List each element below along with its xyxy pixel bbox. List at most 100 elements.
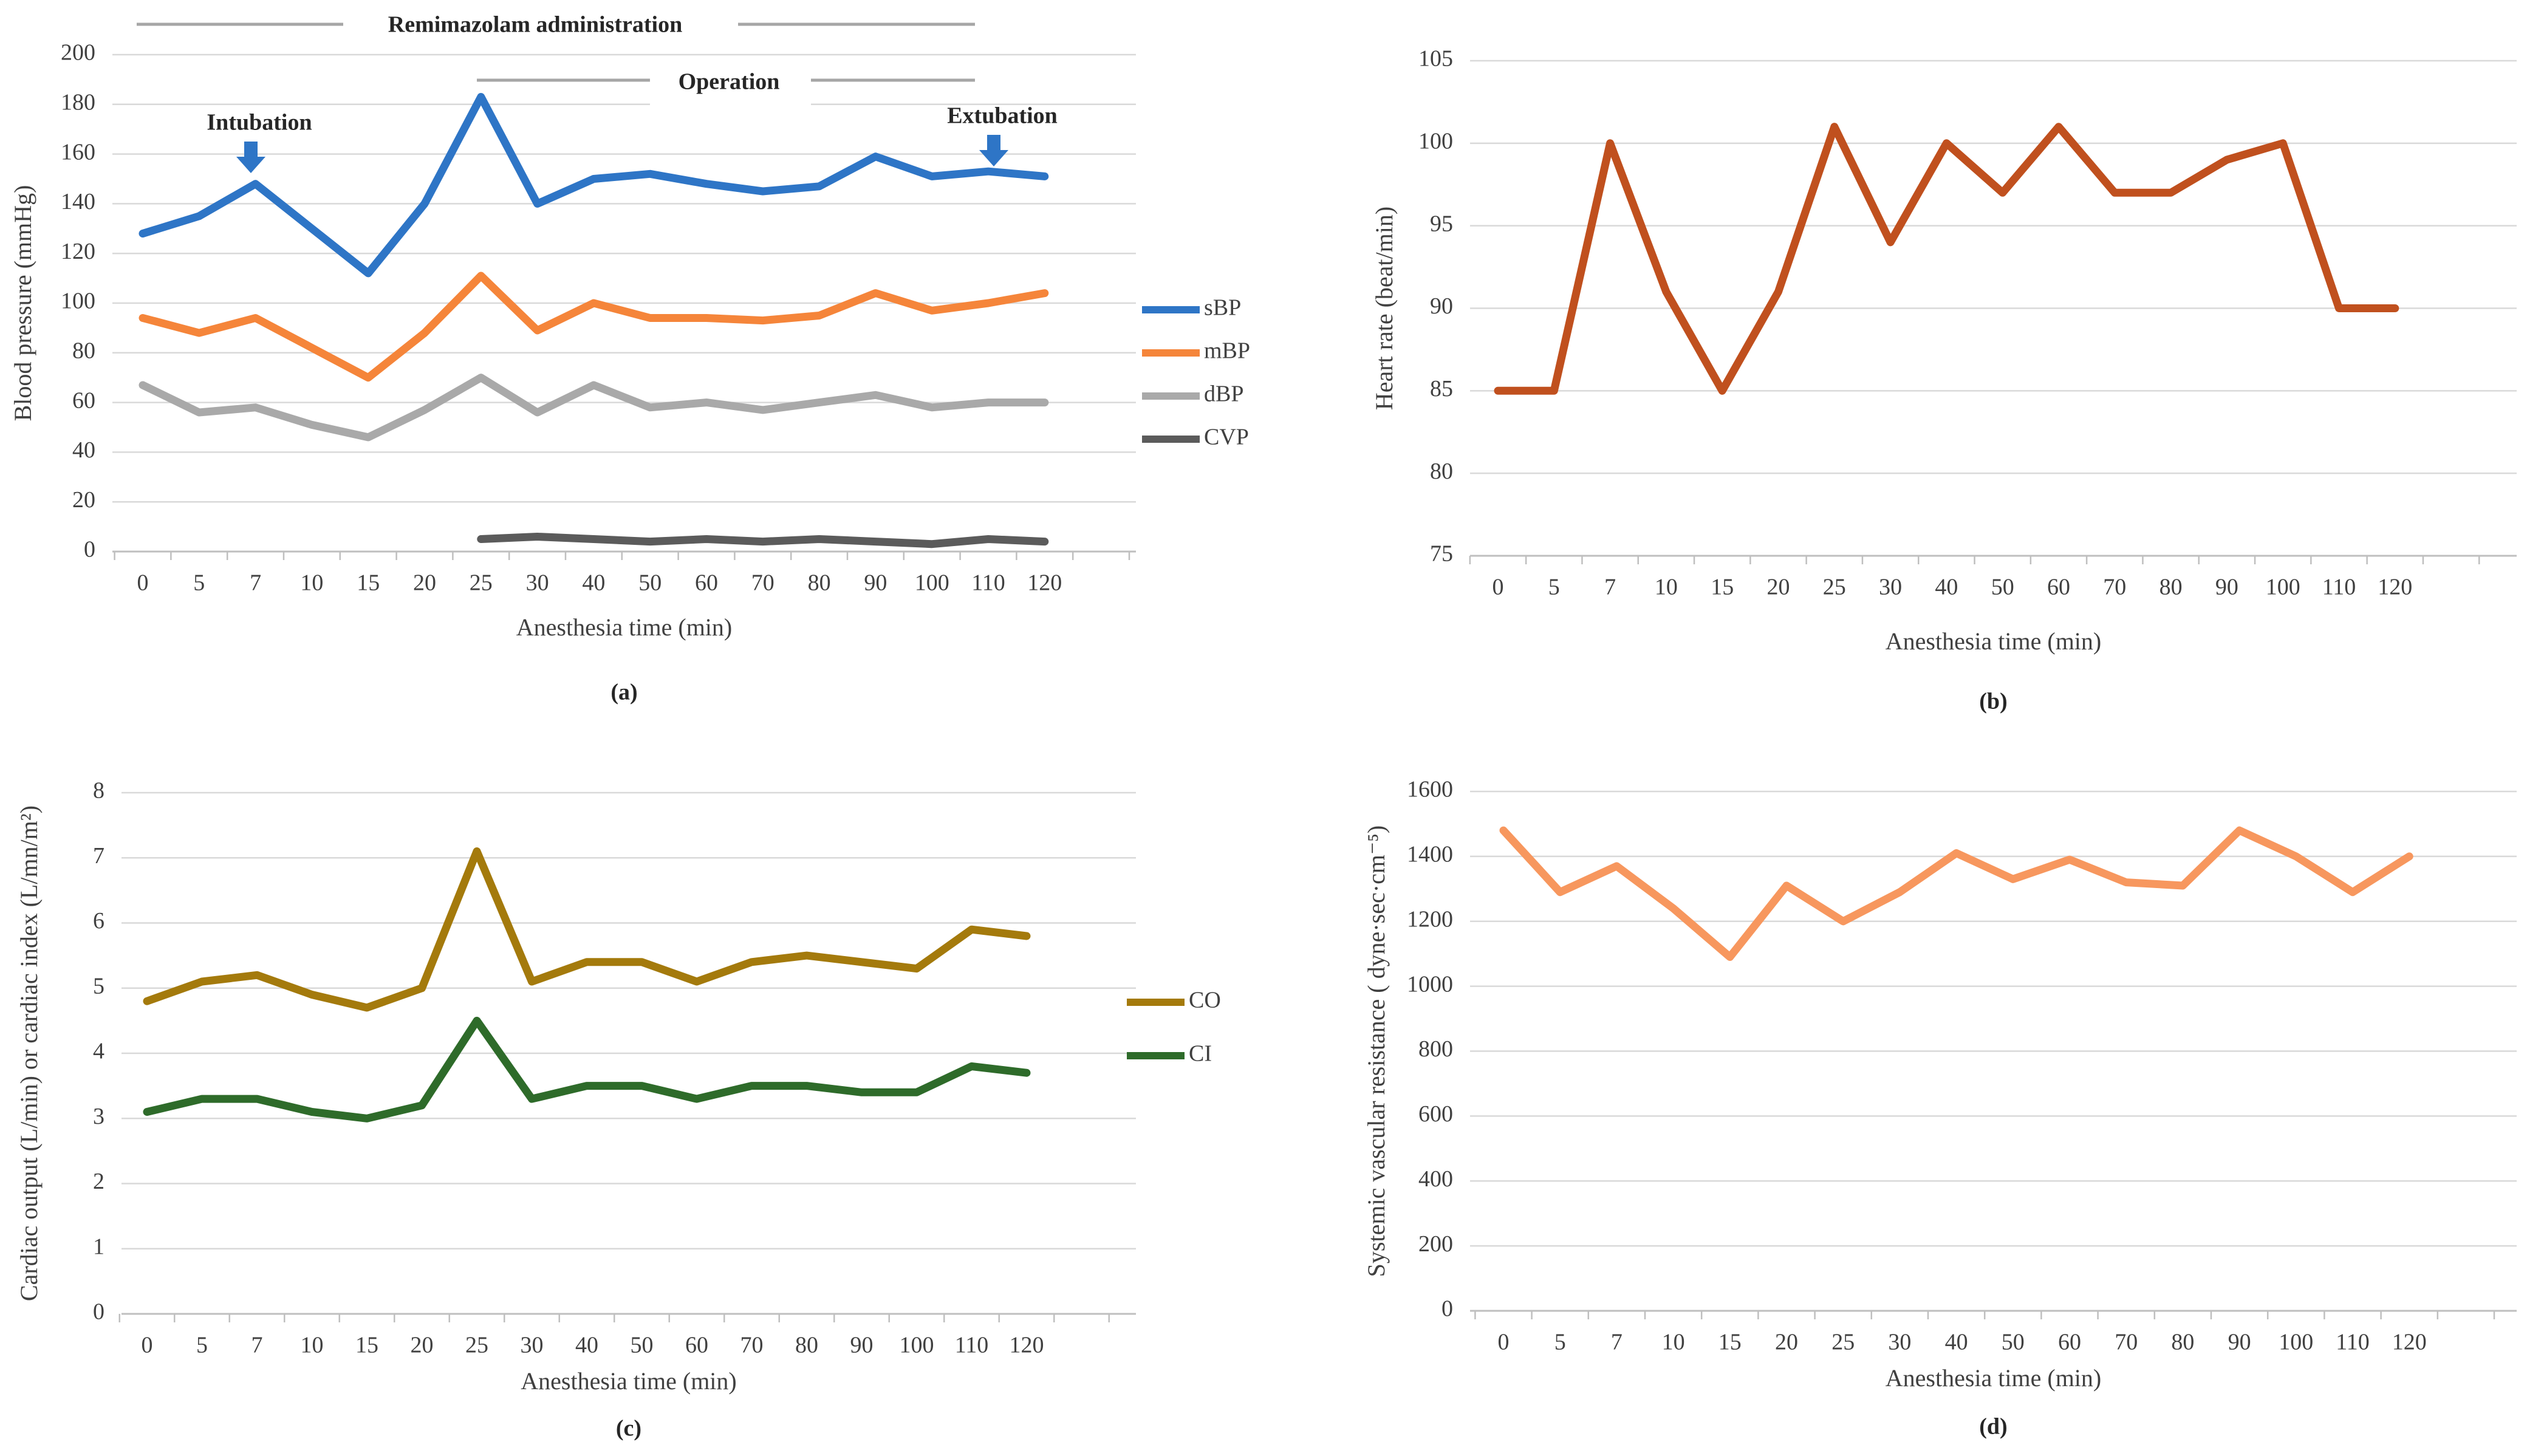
- x-tick-label: 70: [751, 570, 775, 596]
- x-tick-label: 60: [2058, 1330, 2081, 1355]
- extubation-label: Extubation: [947, 103, 1058, 129]
- x-tick-label: 90: [2228, 1330, 2251, 1355]
- y-tick-label: 7: [93, 843, 104, 869]
- x-tick-label: 10: [301, 1333, 324, 1358]
- legend-label-mbp: mBP: [1204, 338, 1250, 364]
- panel-label: (a): [610, 680, 637, 705]
- x-tick-label: 50: [1991, 575, 2014, 600]
- y-tick-label: 120: [61, 239, 95, 264]
- x-tick-label: 25: [465, 1333, 488, 1358]
- x-tick-label: 60: [2047, 575, 2070, 600]
- x-tick-label: 80: [808, 570, 831, 596]
- x-tick-label: 100: [2279, 1330, 2313, 1355]
- y-tick-label: 80: [1430, 459, 1453, 484]
- legend-label-cvp: CVP: [1204, 425, 1249, 450]
- x-tick-label: 20: [1775, 1330, 1798, 1355]
- series-line-co: [143, 847, 1031, 1012]
- y-tick-label: 140: [61, 189, 95, 214]
- x-tick-label: 100: [900, 1333, 934, 1358]
- x-tick-label: 120: [1027, 570, 1062, 596]
- y-tick-label: 100: [61, 289, 95, 314]
- x-tick-label: 120: [2378, 575, 2412, 600]
- x-tick-label: 40: [575, 1333, 598, 1358]
- x-tick-label: 70: [740, 1333, 764, 1358]
- x-tick-label: 100: [2266, 575, 2300, 600]
- x-tick-label: 25: [1831, 1330, 1855, 1355]
- x-tick-label: 120: [2392, 1330, 2427, 1355]
- y-tick-label: 4: [93, 1039, 104, 1064]
- y-tick-label: 400: [1418, 1166, 1453, 1192]
- x-tick-label: 120: [1010, 1333, 1044, 1358]
- y-tick-label: 2: [93, 1169, 104, 1194]
- x-tick-label: 15: [357, 570, 380, 596]
- series-line-mbp: [138, 272, 1049, 382]
- x-tick-label: 70: [2103, 575, 2126, 600]
- x-tick-label: 90: [2215, 575, 2238, 600]
- x-tick-label: 30: [526, 570, 549, 596]
- series-line-sbp: [138, 93, 1049, 278]
- y-tick-label: 100: [1418, 129, 1453, 154]
- x-tick-label: 10: [300, 570, 323, 596]
- x-tick-label: 0: [1498, 1330, 1510, 1355]
- x-tick-label: 80: [795, 1333, 818, 1358]
- y-tick-label: 1000: [1407, 971, 1453, 997]
- operation-label: Operation: [679, 69, 780, 95]
- y-axis-label: Cardiac output (L/min) or cardiac index …: [15, 805, 43, 1301]
- x-tick-label: 60: [695, 570, 718, 596]
- y-tick-label: 6: [93, 908, 104, 934]
- y-tick-label: 1600: [1407, 777, 1453, 802]
- y-tick-label: 85: [1430, 376, 1453, 402]
- y-axis-label: Systemic vascular resistance ( dyne·sec·…: [1363, 825, 1390, 1277]
- x-axis-label: Anesthesia time (min): [516, 614, 732, 641]
- x-tick-label: 7: [1611, 1330, 1623, 1355]
- x-tick-label: 15: [1718, 1330, 1742, 1355]
- y-tick-label: 1400: [1407, 842, 1453, 867]
- x-tick-label: 7: [250, 570, 261, 596]
- x-tick-label: 10: [1655, 575, 1678, 600]
- y-tick-label: 160: [61, 139, 95, 165]
- intubation-label: Intubation: [207, 110, 312, 135]
- x-tick-label: 110: [2322, 575, 2356, 600]
- x-tick-label: 90: [864, 570, 887, 596]
- x-tick-label: 20: [413, 570, 436, 596]
- remimazolam-label: Remimazolam administration: [388, 12, 682, 38]
- x-axis-label: Anesthesia time (min): [1886, 1364, 2101, 1392]
- x-tick-label: 5: [196, 1333, 208, 1358]
- y-tick-label: 60: [72, 388, 95, 413]
- y-tick-label: 20: [72, 487, 95, 513]
- x-tick-label: 30: [1879, 575, 1902, 600]
- x-axis-label: Anesthesia time (min): [521, 1367, 736, 1395]
- x-tick-label: 25: [470, 570, 493, 596]
- y-tick-label: 0: [84, 537, 95, 562]
- x-tick-label: 100: [915, 570, 949, 596]
- x-tick-label: 90: [850, 1333, 874, 1358]
- y-tick-label: 8: [93, 778, 104, 804]
- intubation-arrow-icon: [236, 142, 265, 173]
- x-tick-label: 70: [2115, 1330, 2138, 1355]
- y-tick-label: 75: [1430, 541, 1453, 567]
- y-tick-label: 800: [1418, 1036, 1453, 1062]
- y-axis-label: Heart rate (beat/min): [1370, 207, 1398, 410]
- x-tick-label: 0: [142, 1333, 153, 1358]
- panel-label: (d): [1979, 1414, 2007, 1440]
- y-tick-label: 180: [61, 90, 95, 115]
- panel-label: (c): [616, 1416, 641, 1441]
- x-tick-label: 5: [1548, 575, 1560, 600]
- x-tick-label: 20: [411, 1333, 434, 1358]
- y-axis-label: Blood pressure (mmHg): [9, 185, 36, 422]
- legend-label-dbp: dBP: [1204, 381, 1243, 407]
- series-line-svr: [1499, 826, 2413, 961]
- y-tick-label: 600: [1418, 1101, 1453, 1127]
- operation-label-bg: [650, 64, 811, 105]
- panel-label: (b): [1979, 689, 2007, 714]
- x-tick-label: 7: [1604, 575, 1616, 600]
- x-tick-label: 50: [638, 570, 662, 596]
- x-tick-label: 50: [2002, 1330, 2025, 1355]
- legend-label-co: CO: [1189, 988, 1221, 1013]
- y-tick-label: 0: [1441, 1296, 1453, 1322]
- x-axis-label: Anesthesia time (min): [1886, 627, 2101, 655]
- y-tick-label: 1: [93, 1234, 104, 1259]
- x-tick-label: 0: [137, 570, 149, 596]
